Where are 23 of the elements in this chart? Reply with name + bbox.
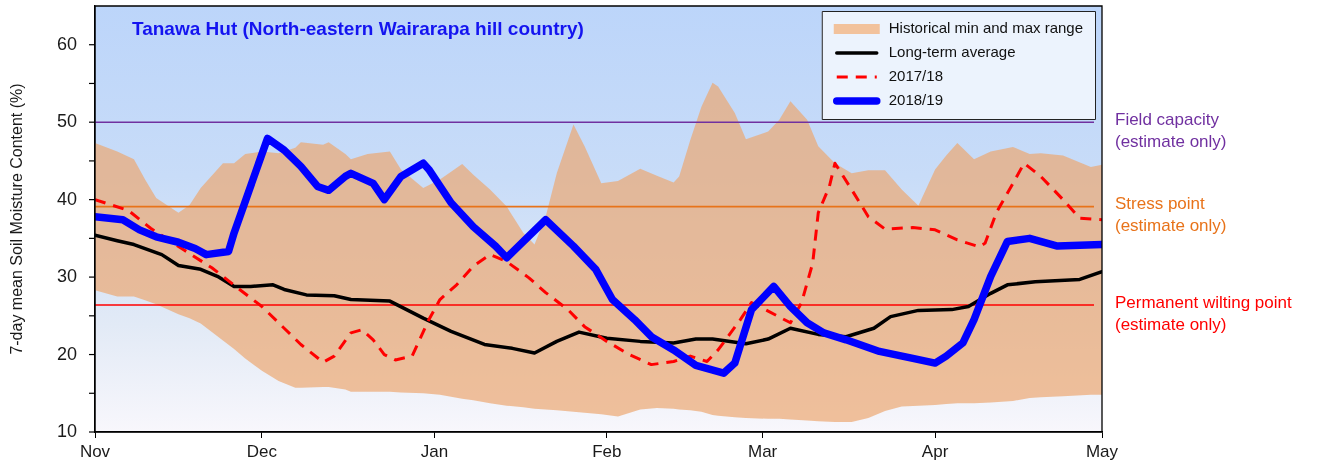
ref-line-label: Field capacity (estimate only) [1115, 109, 1227, 151]
y-tick-label: 40 [56, 188, 77, 209]
x-tick-label: Apr [921, 441, 949, 461]
legend-label: 2018/19 [888, 91, 943, 109]
legend-label: Long-term average [888, 43, 1016, 61]
line-series [95, 161, 1102, 367]
ref-line-label: Stress point (estimate only) [1115, 194, 1227, 236]
x-tick-label: Mar [747, 441, 778, 461]
x-tick-label: Jan [420, 441, 449, 461]
x-tick-label: Feb [592, 441, 622, 461]
y-axis-title: 7-day mean Soil Moisture Content (%) [8, 83, 26, 355]
y-tick-label: 30 [56, 266, 77, 287]
y-tick-label: 50 [56, 111, 77, 132]
legend-label: 2017/18 [888, 67, 943, 85]
y-tick-label: 20 [56, 343, 77, 364]
x-tick-label: Nov [79, 441, 111, 461]
y-tick-label: 60 [56, 33, 77, 54]
legend-label: Historical min and max range [888, 19, 1083, 37]
text: Tanawa Hut (North-eastern Wairarapa hill country) [132, 18, 584, 40]
ref-line-label: Permanent wilting point (estimate only) [1115, 292, 1292, 334]
y-tick-label: 10 [56, 420, 77, 441]
x-tick-label: May [1085, 441, 1119, 461]
x-tick-label: Dec [246, 441, 278, 461]
